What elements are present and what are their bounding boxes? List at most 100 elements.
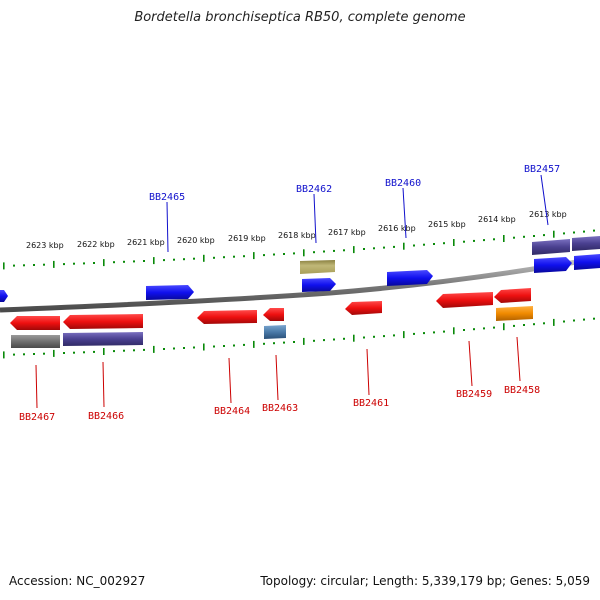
- major-tick: [3, 351, 5, 359]
- minor-tick: [483, 327, 485, 330]
- kbp-label: 2618 kbp: [278, 231, 316, 240]
- minor-tick: [313, 339, 315, 342]
- minor-tick: [583, 318, 585, 321]
- gene-arrow-reverse[interactable]: [197, 310, 257, 324]
- minor-tick: [173, 347, 175, 350]
- minor-tick: [463, 329, 465, 331]
- gene-box-forward[interactable]: [300, 260, 335, 274]
- minor-tick: [473, 239, 475, 242]
- gene-label-bb2466[interactable]: BB2466: [88, 411, 124, 422]
- minor-tick: [123, 349, 125, 352]
- minor-tick: [273, 253, 275, 256]
- gene-label-bb2458[interactable]: BB2458: [504, 385, 540, 396]
- minor-tick: [143, 348, 145, 351]
- minor-tick: [523, 324, 525, 326]
- minor-tick: [43, 263, 45, 266]
- minor-tick: [313, 251, 315, 254]
- gene-arrow-forward[interactable]: [574, 254, 600, 270]
- gene-label-bb2460[interactable]: BB2460: [385, 178, 421, 189]
- minor-tick: [223, 345, 225, 347]
- minor-tick: [413, 332, 415, 335]
- major-tick: [453, 327, 455, 335]
- gene-box-reverse[interactable]: [264, 325, 286, 339]
- kbp-label: 2617 kbp: [328, 228, 366, 237]
- gene-arrow-forward[interactable]: [534, 257, 572, 273]
- gene-arrow-forward[interactable]: [146, 285, 194, 300]
- genome-summary: Topology: circular; Length: 5,339,179 bp…: [260, 574, 590, 588]
- gene-label-bb2465[interactable]: BB2465: [149, 192, 185, 203]
- major-tick: [153, 257, 155, 265]
- minor-tick: [133, 260, 135, 263]
- major-tick: [353, 334, 355, 342]
- major-tick: [153, 345, 155, 353]
- kbp-label: 2622 kbp: [77, 240, 115, 249]
- gene-box-reverse[interactable]: [11, 335, 60, 348]
- minor-tick: [563, 232, 565, 235]
- major-tick: [253, 340, 255, 348]
- minor-tick: [283, 253, 285, 255]
- minor-tick: [193, 346, 195, 349]
- gene-arrow-reverse[interactable]: [494, 288, 531, 303]
- minor-tick: [83, 351, 85, 354]
- minor-tick: [133, 349, 135, 352]
- kbp-label: 2621 kbp: [127, 238, 165, 247]
- minor-tick: [513, 324, 515, 327]
- gene-label-bb2467[interactable]: BB2467: [19, 412, 55, 423]
- gene-box-reverse[interactable]: [63, 332, 143, 346]
- gene-arrow-reverse[interactable]: [63, 314, 143, 329]
- reverse-callout-lines: [35, 336, 521, 409]
- reverse-strand-genes: [10, 288, 533, 348]
- major-tick: [53, 260, 55, 268]
- gene-label-bb2463[interactable]: BB2463: [262, 403, 298, 414]
- gene-arrow-reverse[interactable]: [345, 301, 382, 315]
- minor-tick: [363, 336, 365, 339]
- minor-tick: [63, 263, 65, 266]
- gene-arrow-forward[interactable]: [302, 278, 336, 292]
- minor-tick: [193, 257, 195, 260]
- gene-box-reverse[interactable]: [496, 306, 533, 321]
- minor-tick: [13, 264, 15, 267]
- gene-arrow-reverse[interactable]: [436, 292, 493, 308]
- minor-tick: [173, 258, 175, 261]
- minor-tick: [343, 337, 345, 340]
- minor-tick: [563, 320, 565, 323]
- gene-box-forward[interactable]: [572, 236, 600, 251]
- minor-tick: [23, 264, 25, 267]
- kbp-label: 2615 kbp: [428, 220, 466, 229]
- major-tick: [303, 337, 305, 345]
- minor-tick: [213, 256, 215, 259]
- forward-callout-lines: [166, 174, 549, 253]
- gene-label-bb2462[interactable]: BB2462: [296, 184, 332, 195]
- minor-tick: [263, 342, 265, 345]
- minor-tick: [363, 248, 365, 250]
- minor-tick: [593, 229, 595, 232]
- minor-tick: [593, 317, 595, 320]
- minor-tick: [373, 247, 375, 250]
- forward-strand-genes: [0, 236, 600, 302]
- minor-tick: [493, 326, 495, 329]
- minor-tick: [413, 244, 415, 247]
- major-tick: [253, 252, 255, 260]
- gene-label-bb2461[interactable]: BB2461: [353, 398, 389, 409]
- gene-label-bb2457[interactable]: BB2457: [524, 164, 560, 175]
- minor-tick: [143, 260, 145, 262]
- gene-label-bb2464[interactable]: BB2464: [214, 406, 250, 417]
- gene-arrow-reverse[interactable]: [263, 308, 284, 321]
- minor-tick: [43, 352, 45, 355]
- major-tick: [453, 239, 455, 246]
- gene-arrow-forward[interactable]: [387, 270, 433, 286]
- reverse-gene-labels: BB2458 BB2459 BB2461 BB2463 BB2464 BB246…: [19, 385, 540, 423]
- minor-tick: [373, 335, 375, 338]
- minor-tick: [213, 345, 215, 348]
- gene-label-bb2459[interactable]: BB2459: [456, 389, 492, 400]
- minor-tick: [573, 319, 575, 322]
- minor-tick: [273, 342, 275, 345]
- kbp-label: 2619 kbp: [228, 234, 266, 243]
- major-tick: [553, 318, 555, 326]
- minor-tick: [393, 334, 395, 337]
- gene-arrow-forward[interactable]: [0, 290, 8, 302]
- minor-tick: [323, 250, 325, 253]
- gene-arrow-reverse[interactable]: [10, 316, 60, 330]
- gene-box-forward[interactable]: [532, 239, 570, 255]
